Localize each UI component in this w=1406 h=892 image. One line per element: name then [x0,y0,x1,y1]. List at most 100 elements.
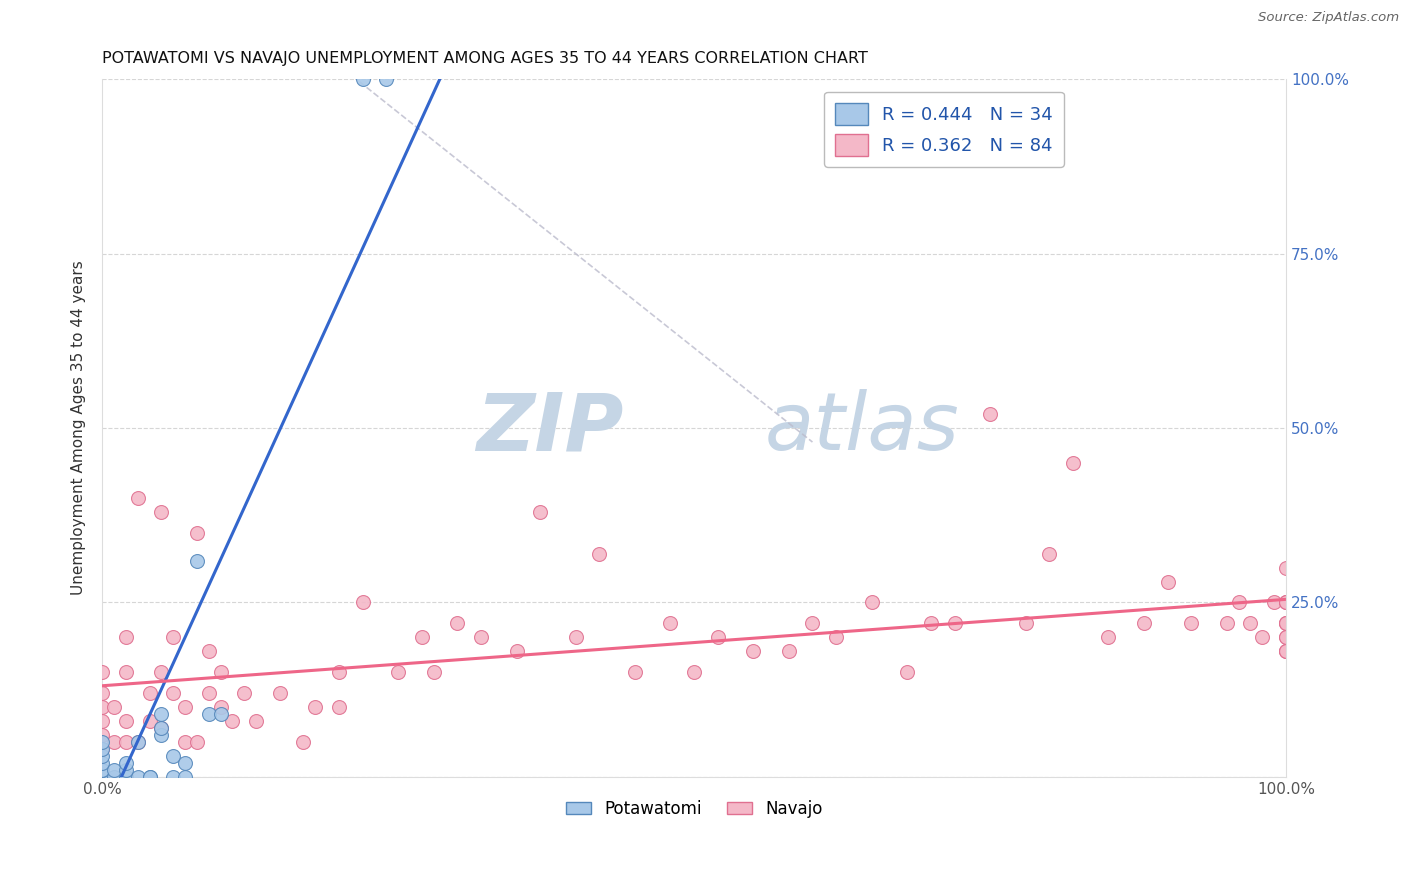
Point [91,770,114,784]
Point [706,631,728,645]
Point [352,595,374,609]
Point [1275,616,1298,631]
Point [269,686,291,700]
Point [411,631,433,645]
Point [115,665,138,680]
Point [1156,574,1178,589]
Point [138,770,160,784]
Point [115,631,138,645]
Point [91,714,114,728]
Y-axis label: Unemployment Among Ages 35 to 44 years: Unemployment Among Ages 35 to 44 years [72,260,86,596]
Point [896,665,918,680]
Point [1133,616,1156,631]
Point [446,616,468,631]
Point [328,665,350,680]
Point [375,72,398,87]
Point [387,665,409,680]
Point [150,707,173,722]
Text: ZIP: ZIP [475,389,623,467]
Point [245,714,267,728]
Point [174,735,197,749]
Point [1227,595,1250,609]
Point [162,748,184,763]
Point [91,742,114,756]
Point [186,735,208,749]
Point [127,735,149,749]
Point [115,763,138,777]
Point [1239,616,1261,631]
Point [422,665,444,680]
Point [91,770,114,784]
Point [127,770,149,784]
Point [186,554,208,568]
Point [150,721,173,735]
Text: POTAWATOMI VS NAVAJO UNEMPLOYMENT AMONG AGES 35 TO 44 YEARS CORRELATION CHART: POTAWATOMI VS NAVAJO UNEMPLOYMENT AMONG … [103,51,868,66]
Point [91,770,114,784]
Point [1180,616,1202,631]
Point [150,728,173,742]
Point [1275,631,1298,645]
Point [1275,595,1298,609]
Point [1216,616,1239,631]
Point [1038,547,1060,561]
Point [221,714,243,728]
Point [91,770,114,784]
Point [115,714,138,728]
Point [186,525,208,540]
Point [505,644,527,658]
Point [174,700,197,714]
Point [174,756,197,770]
Point [801,616,824,631]
Point [91,763,114,777]
Point [115,735,138,749]
Point [197,686,219,700]
Point [91,770,114,784]
Point [304,700,326,714]
Point [91,742,114,756]
Point [150,665,173,680]
Point [233,686,256,700]
Point [564,631,586,645]
Point [1275,644,1298,658]
Point [209,700,232,714]
Point [352,72,374,87]
Point [127,735,149,749]
Point [1275,595,1298,609]
Point [1275,560,1298,574]
Point [174,770,197,784]
Point [162,770,184,784]
Point [659,616,682,631]
Point [1014,616,1036,631]
Point [683,665,706,680]
Point [920,616,942,631]
Point [943,616,966,631]
Point [1275,595,1298,609]
Point [91,665,114,680]
Point [588,547,610,561]
Point [209,707,232,722]
Point [91,770,114,784]
Point [127,491,149,505]
Point [162,686,184,700]
Point [1062,456,1084,470]
Point [778,644,800,658]
Point [470,631,492,645]
Point [91,756,114,770]
Point [860,595,883,609]
Point [150,721,173,735]
Point [103,700,125,714]
Point [91,748,114,763]
Point [91,763,114,777]
Point [1275,616,1298,631]
Point [103,763,125,777]
Point [150,505,173,519]
Point [197,707,219,722]
Point [103,770,125,784]
Point [138,770,160,784]
Point [197,644,219,658]
Point [91,735,114,749]
Point [1275,644,1298,658]
Point [103,735,125,749]
Point [115,756,138,770]
Point [979,407,1001,421]
